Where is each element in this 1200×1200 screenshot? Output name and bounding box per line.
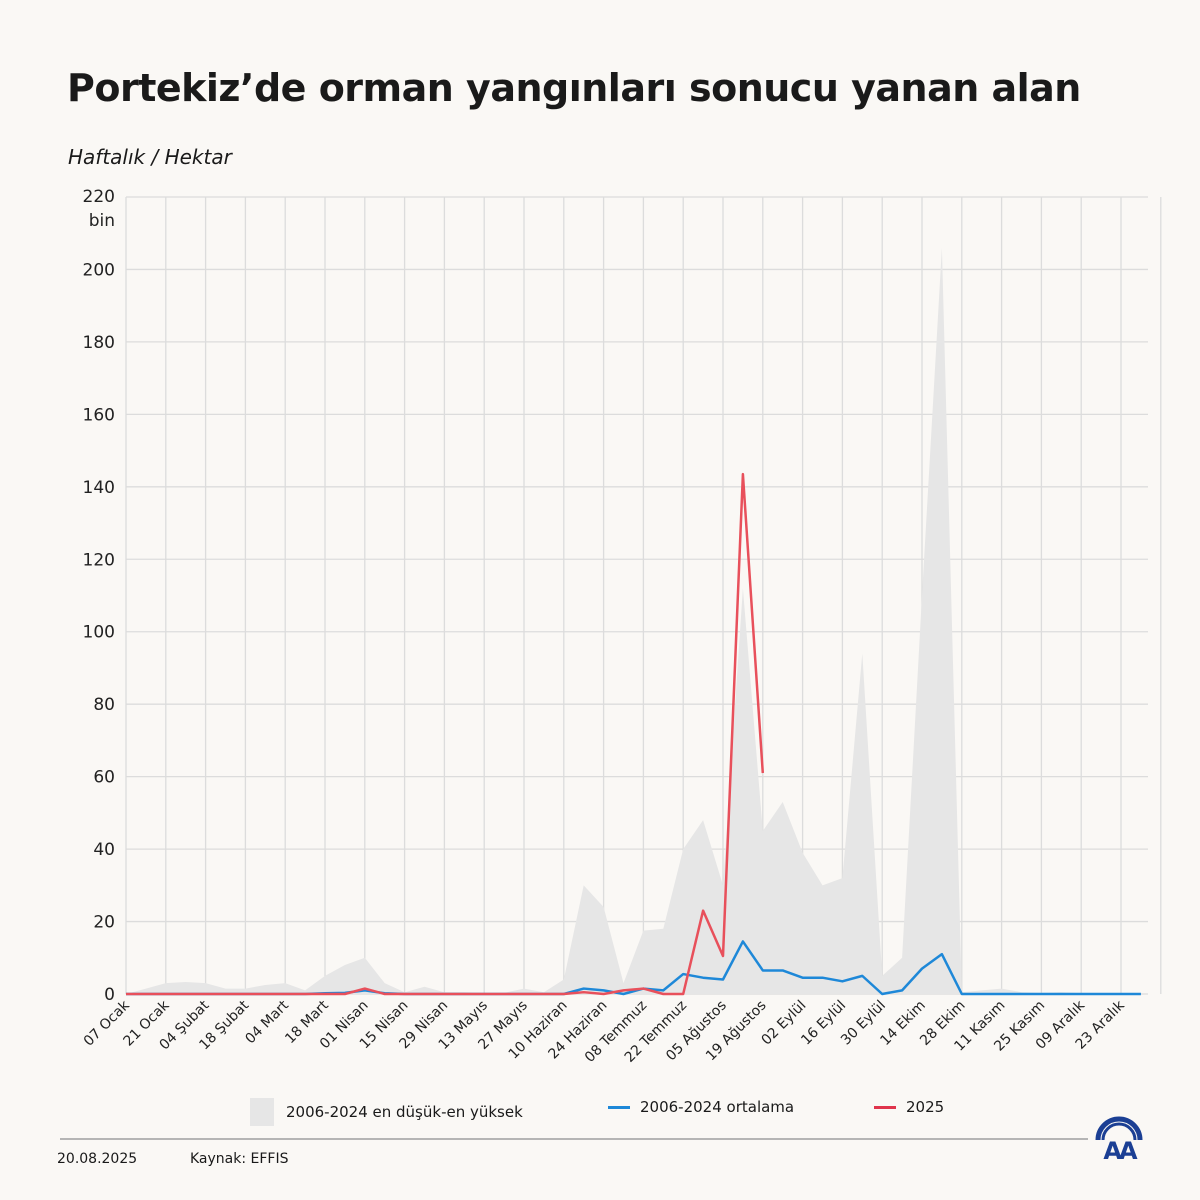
chart-subtitle: Haftalık / Hektar [68,145,232,169]
y-tick-label: 0 [104,985,115,1005]
legend-label-2025: 2025 [906,1098,945,1116]
publish-date: 20.08.2025 [57,1151,138,1167]
legend-label-average: 2006-2024 ortalama [640,1098,795,1116]
legend-swatch-average [608,1105,630,1109]
legend-swatch-2025 [874,1105,896,1109]
y-tick-label: 20 [93,913,115,933]
y-tick-label: 40 [93,840,115,860]
legend-item-2025: 2025 [874,1098,944,1116]
legend-item-range: 2006-2024 en düşük-en yüksek [250,1098,523,1126]
y-tick-label: 160 [83,405,115,425]
range-area [126,247,1141,994]
legend-swatch-range [250,1098,274,1126]
svg-text:AA: AA [1103,1137,1138,1162]
y-tick-label: 80 [93,695,115,715]
y-tick-label: 180 [83,333,115,353]
source-label: Kaynak: EFFIS [190,1151,289,1167]
y-tick-label: 100 [83,623,115,643]
y-tick-label: 60 [93,768,115,788]
y-tick-label: 220 [83,187,115,207]
footer-divider [60,1138,1088,1140]
y-tick-label: 120 [83,550,115,570]
legend-item-average: 2006-2024 ortalama [608,1098,794,1116]
legend-label-range: 2006-2024 en düşük-en yüksek [286,1103,523,1121]
aa-logo-icon: AA [1095,1116,1143,1162]
y-unit-label: bin [89,211,115,231]
y-tick-label: 200 [83,260,115,280]
chart-title: Portekiz’de orman yangınları sonucu yana… [67,66,1081,110]
y-tick-label: 140 [83,478,115,498]
